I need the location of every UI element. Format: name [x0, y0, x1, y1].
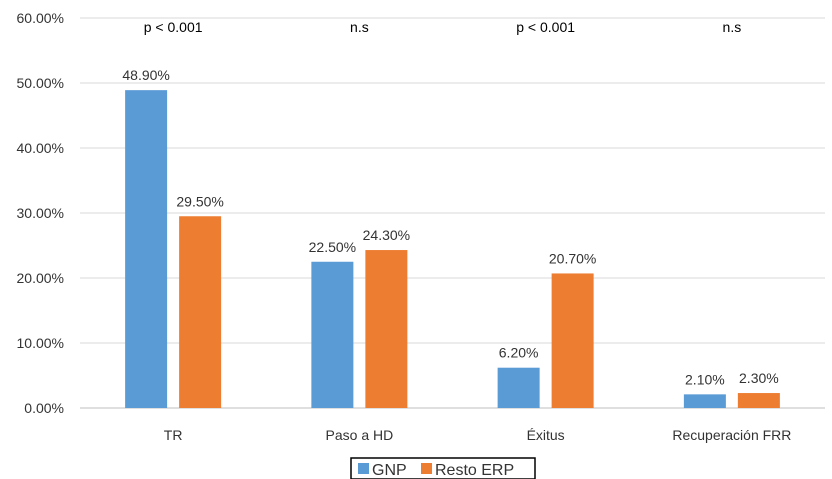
y-axis: 0.00% 10.00% 20.00% 30.00% 40.00% 50.00% 60.00… — [17, 10, 64, 416]
legend: GNP Resto ERP — [350, 457, 536, 479]
bars — [125, 90, 780, 409]
significance-label: n.s — [350, 19, 369, 35]
legend-swatch-gnp — [358, 463, 369, 474]
data-labels: 48.90% 29.50% 22.50% 24.30% 6.20% 20.70% 2.10%… — [122, 67, 778, 387]
data-label-resto-erp-paso-a-hd: 24.30% — [363, 227, 410, 243]
bar-resto-erp-paso-a-hd — [365, 250, 408, 408]
bar-gnp-exitus — [497, 367, 540, 408]
legend-box — [350, 457, 536, 479]
legend-swatch-resto-erp — [421, 463, 432, 474]
bar-resto-erp-tr — [179, 216, 222, 408]
y-tick-label: 40.00% — [17, 140, 64, 156]
y-tick-label: 30.00% — [17, 205, 64, 221]
data-label-gnp-recuperacion-frr: 2.10% — [685, 371, 725, 387]
data-label-resto-erp-tr: 29.50% — [176, 193, 223, 209]
y-tick-label: 0.00% — [24, 400, 64, 416]
x-category-label: TR — [164, 427, 183, 443]
significance-labels: p < 0.001 n.s p < 0.001 n.s — [144, 19, 741, 35]
bar-gnp-recuperacion-frr — [683, 394, 726, 408]
bar-resto-erp-recuperacion-frr — [737, 393, 780, 408]
x-axis: TR Paso a HD Éxitus Recuperación FRR — [164, 427, 792, 443]
data-label-resto-erp-exitus: 20.70% — [549, 250, 596, 266]
legend-label-gnp: GNP — [372, 462, 407, 479]
bar-gnp-tr — [125, 90, 168, 409]
data-label-gnp-exitus: 6.20% — [499, 345, 539, 361]
y-tick-label: 60.00% — [17, 10, 64, 26]
bar-resto-erp-exitus — [551, 273, 594, 408]
y-tick-label: 10.00% — [17, 335, 64, 351]
legend-label-resto-erp: Resto ERP — [435, 462, 514, 479]
bar-gnp-paso-a-hd — [311, 261, 354, 408]
significance-label: p < 0.001 — [516, 19, 575, 35]
y-tick-label: 50.00% — [17, 75, 64, 91]
data-label-gnp-paso-a-hd: 22.50% — [309, 239, 356, 255]
significance-label: p < 0.001 — [144, 19, 203, 35]
x-category-label: Paso a HD — [326, 427, 394, 443]
y-tick-label: 20.00% — [17, 270, 64, 286]
x-category-label: Recuperación FRR — [672, 427, 791, 443]
significance-label: n.s — [723, 19, 742, 35]
x-category-label: Éxitus — [527, 427, 565, 443]
data-label-resto-erp-recuperacion-frr: 2.30% — [739, 370, 779, 386]
data-label-gnp-tr: 48.90% — [122, 67, 169, 83]
